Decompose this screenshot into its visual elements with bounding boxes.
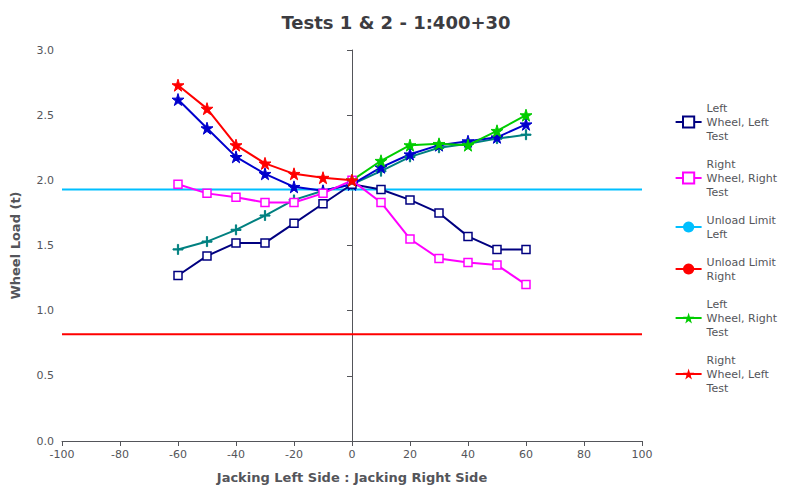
- svg-text:-20: -20: [285, 448, 303, 461]
- svg-text:Right: Right: [707, 270, 737, 283]
- svg-text:Unload Limit: Unload Limit: [707, 256, 777, 269]
- svg-text:Right: Right: [707, 158, 737, 171]
- svg-text:Jacking Left Side : Jacking Ri: Jacking Left Side : Jacking Right Side: [216, 470, 488, 485]
- svg-text:-60: -60: [169, 448, 187, 461]
- svg-text:1.0: 1.0: [37, 304, 55, 317]
- svg-text:60: 60: [519, 448, 533, 461]
- svg-text:0.0: 0.0: [37, 435, 55, 448]
- svg-text:Left: Left: [707, 228, 728, 241]
- svg-text:2.0: 2.0: [37, 174, 55, 187]
- svg-text:Wheel, Right: Wheel, Right: [707, 172, 778, 185]
- svg-text:Test: Test: [706, 326, 729, 339]
- svg-text:Wheel Load (t): Wheel Load (t): [8, 191, 23, 299]
- svg-text:Wheel, Right: Wheel, Right: [707, 312, 778, 325]
- svg-text:80: 80: [577, 448, 591, 461]
- svg-text:3.0: 3.0: [37, 44, 55, 57]
- svg-text:40: 40: [461, 448, 475, 461]
- svg-text:0.5: 0.5: [37, 369, 55, 382]
- svg-text:Left: Left: [707, 102, 728, 115]
- svg-text:100: 100: [632, 448, 653, 461]
- svg-text:Test: Test: [706, 382, 729, 395]
- svg-text:0: 0: [349, 448, 356, 461]
- svg-text:1.5: 1.5: [37, 239, 55, 252]
- svg-text:Wheel, Left: Wheel, Left: [707, 116, 770, 129]
- svg-text:Test: Test: [706, 186, 729, 199]
- svg-text:Wheel, Left: Wheel, Left: [707, 368, 770, 381]
- svg-text:-80: -80: [111, 448, 129, 461]
- svg-text:-100: -100: [50, 448, 75, 461]
- svg-text:Test: Test: [706, 130, 729, 143]
- svg-text:Tests 1 & 2 - 1:400+30: Tests 1 & 2 - 1:400+30: [281, 12, 510, 33]
- svg-text:-40: -40: [227, 448, 245, 461]
- svg-text:Unload Limit: Unload Limit: [707, 214, 777, 227]
- svg-text:Left: Left: [707, 298, 728, 311]
- svg-text:Right: Right: [707, 354, 737, 367]
- svg-text:20: 20: [403, 448, 417, 461]
- svg-text:2.5: 2.5: [37, 109, 55, 122]
